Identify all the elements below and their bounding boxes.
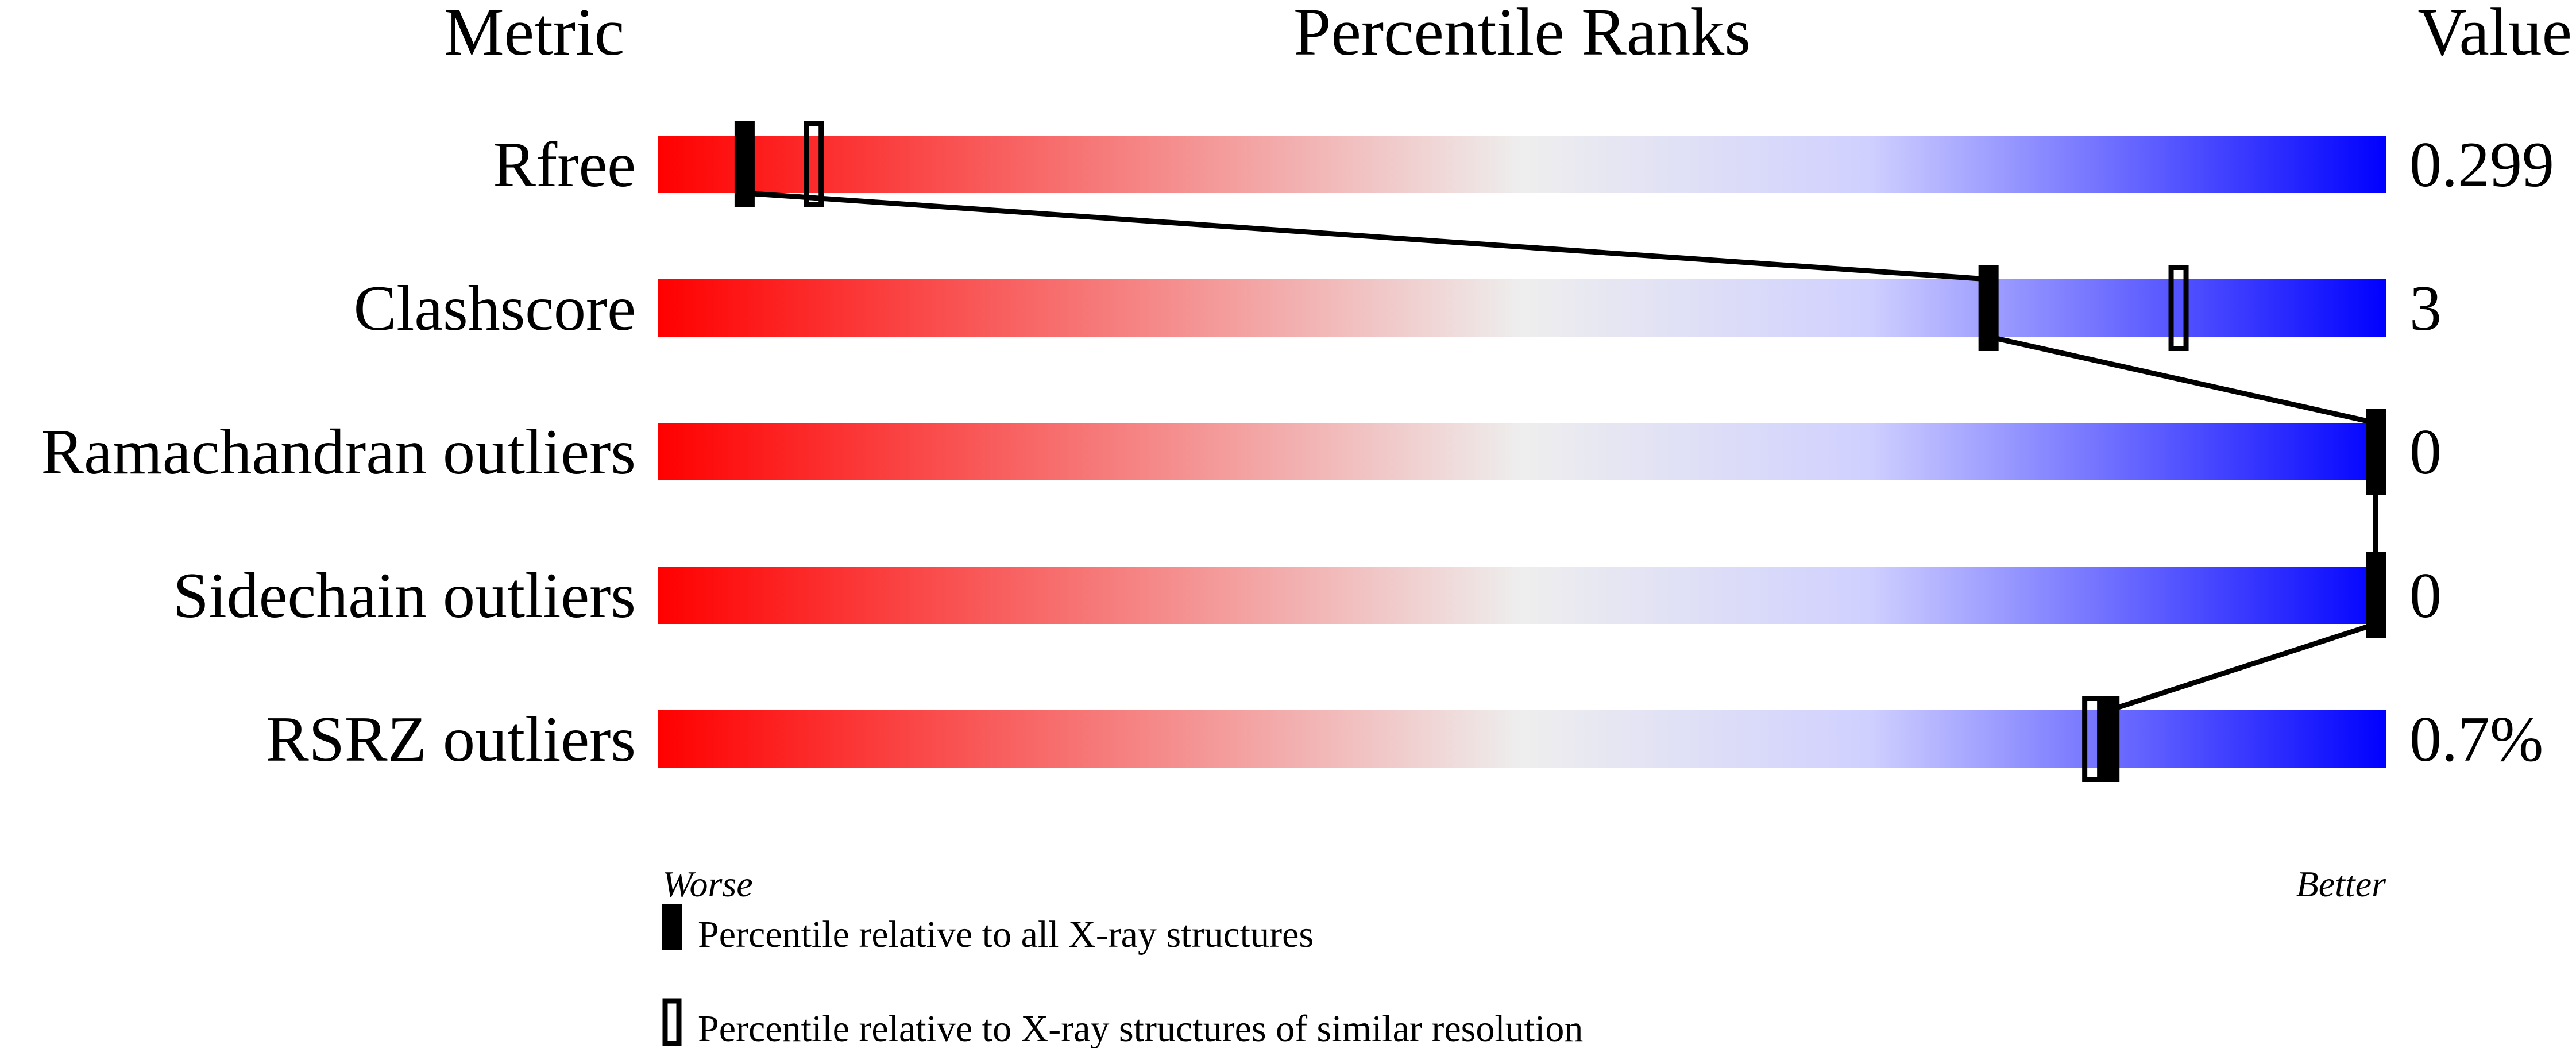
metric-value: 0.7% <box>2409 704 2543 775</box>
better-label: Better <box>2296 864 2386 904</box>
connector-line <box>2108 621 2377 713</box>
percentile-bar <box>658 710 2386 768</box>
header-metric: Metric <box>444 0 625 70</box>
legend-open-marker-icon <box>662 998 682 1046</box>
legend-label-all: Percentile relative to all X-ray structu… <box>698 914 1314 955</box>
metric-value: 3 <box>2409 273 2442 344</box>
metric-value: 0 <box>2409 417 2442 488</box>
percentile-bar <box>658 279 2386 337</box>
similar-resolution-marker <box>804 121 824 207</box>
metric-label: Clashscore <box>354 273 636 344</box>
worse-label: Worse <box>662 864 753 904</box>
metric-label: RSRZ outliers <box>266 704 636 775</box>
connector-line <box>744 190 1989 282</box>
metric-value: 0.299 <box>2409 129 2554 201</box>
header-value: Value <box>2417 0 2572 70</box>
percentile-bar <box>658 423 2386 480</box>
similar-resolution-marker <box>2168 265 2189 351</box>
header-percentile-ranks: Percentile Ranks <box>1293 0 1751 70</box>
legend-filled-marker-icon <box>662 904 682 950</box>
metric-value: 0 <box>2409 560 2442 631</box>
percentile-bar <box>658 136 2386 193</box>
metric-label: Sidechain outliers <box>173 560 636 631</box>
percentile-bar <box>658 567 2386 624</box>
legend-label-similar: Percentile relative to X-ray structures … <box>698 1008 1583 1048</box>
connector-line <box>1988 334 2377 426</box>
metric-label: Ramachandran outliers <box>41 417 636 488</box>
metric-label: Rfree <box>493 129 636 201</box>
